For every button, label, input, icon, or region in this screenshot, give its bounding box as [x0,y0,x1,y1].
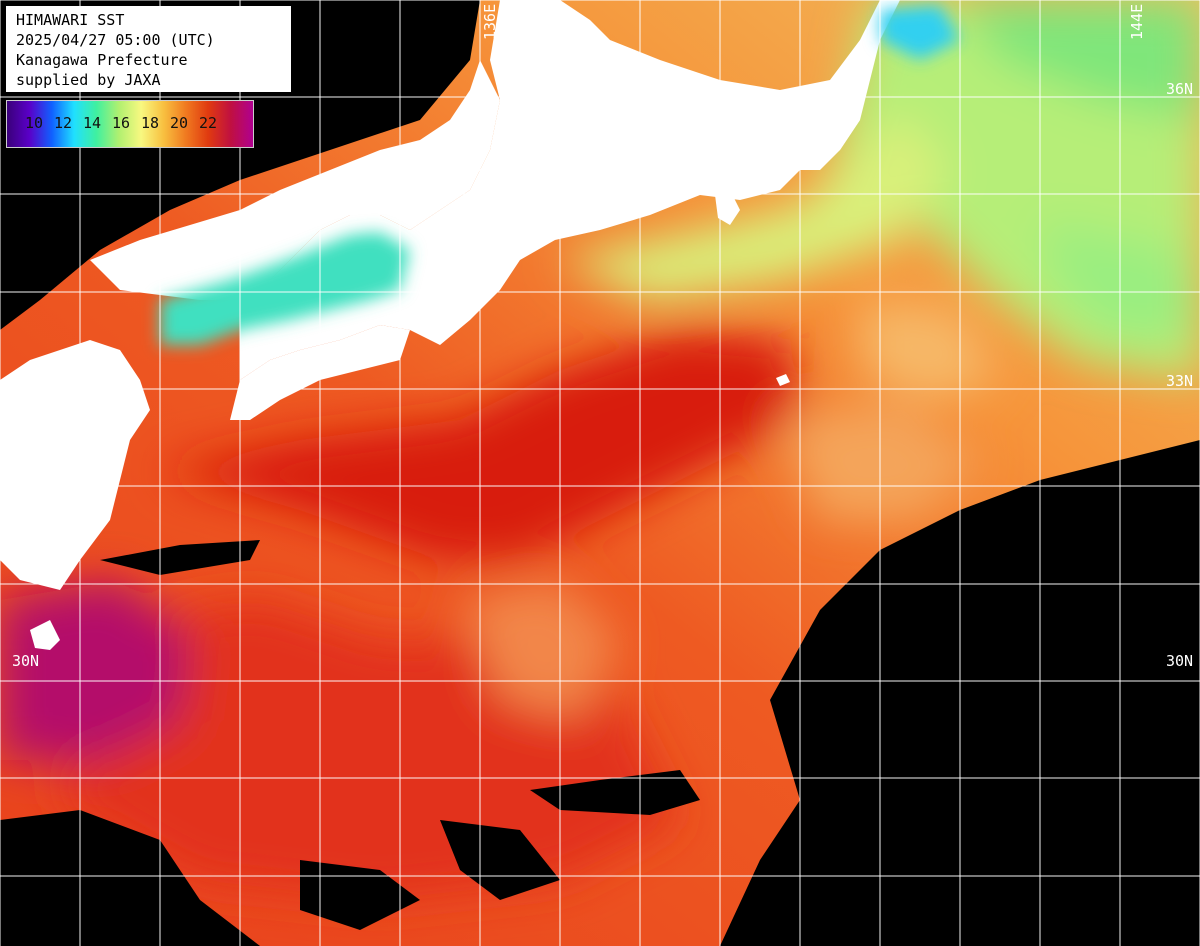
colorbar-ticks: 10 12 14 16 18 20 22 [7,101,253,147]
no-data-cloud-2 [100,540,260,575]
inland-sea-cool-water [160,5,960,345]
land-honshu-west [90,60,500,300]
cool-water-northeast-core [960,0,1200,120]
lon-label-136e: 136E [481,3,499,40]
colorbar-tick-14: 14 [83,114,102,132]
tokyo-bay-water [880,5,960,60]
temperature-colorbar: 10 12 14 16 18 20 22 [6,100,254,148]
no-data-south-strip [0,810,260,946]
observation-time: 2025/04/27 05:00 (UTC) [16,31,215,49]
lat-label-33n: 33N [1166,372,1194,390]
eddy-light-3 [860,300,1000,400]
land-izu-peninsula [715,190,740,225]
lon-label-144e: 144E [1128,3,1146,40]
title-box: HIMAWARI SST 2025/04/27 05:00 (UTC) Kana… [6,6,291,92]
land-boso-peninsula [800,100,860,170]
no-data-cloud-3 [440,820,560,900]
colorbar-tick-12: 12 [54,114,73,132]
seto-inland-sea [160,232,410,345]
data-credit: supplied by JAXA [16,71,161,89]
land-tanegashima [30,620,60,650]
provider-prefecture: Kanagawa Prefecture [16,51,188,69]
colorbar-tick-18: 18 [141,114,160,132]
lat-label-30n-right: 30N [1166,652,1194,670]
colorbar-tick-16: 16 [112,114,131,132]
land-kyushu [0,340,150,590]
product-title: HIMAWARI SST [16,11,125,29]
land-island-east [776,374,790,386]
eddy-light-1 [460,580,620,720]
colorbar-tick-20: 20 [170,114,189,132]
coastal-band [560,110,950,300]
lat-label-36n: 36N [1166,80,1194,98]
colorbar-tick-22: 22 [199,114,218,132]
lat-label-30n-left: 30N [12,652,40,670]
no-data-cloud-1 [530,770,700,815]
no-data-cloud-4 [300,860,420,930]
colorbar-tick-10: 10 [25,114,44,132]
land-honshu [240,0,900,380]
